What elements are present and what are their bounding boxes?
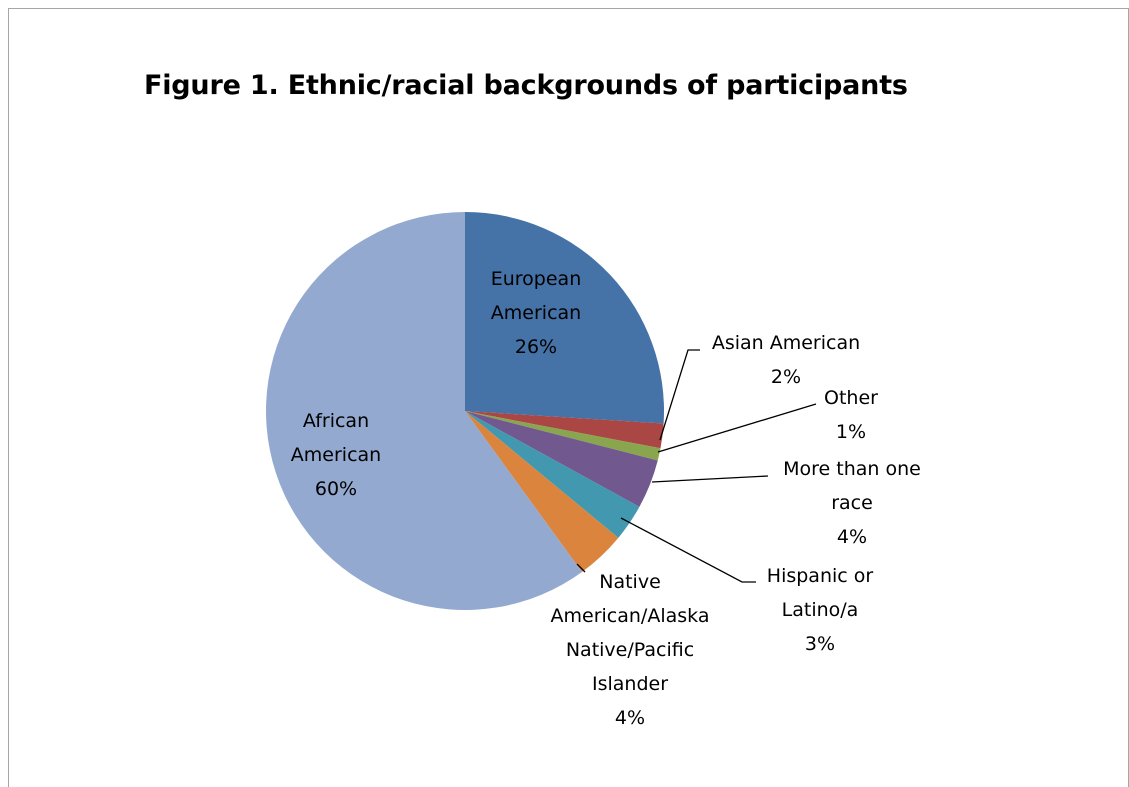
- pie-slice-more-than-one-race: [465, 411, 658, 507]
- slice-label-line: African: [303, 410, 369, 432]
- pie-slice-other: [465, 411, 661, 461]
- pie-slice-african-american: [265, 211, 582, 610]
- slice-label-line: race: [831, 492, 873, 514]
- slice-label: African American 60%: [291, 410, 381, 500]
- leader-line: [659, 349, 700, 441]
- slice-label: More than one race 4%: [783, 458, 921, 548]
- slice-label-line: 4%: [615, 707, 645, 729]
- leader-line: [620, 517, 756, 583]
- slice-label-line: Hispanic or: [767, 565, 874, 587]
- slice-label-line: 60%: [315, 478, 357, 500]
- pie-slice-asian-american: [465, 411, 664, 449]
- slice-label-line: 4%: [837, 526, 867, 548]
- slice-label-line: Asian American: [712, 332, 860, 354]
- slice-label-line: Native: [599, 571, 661, 593]
- leader-line: [576, 563, 586, 573]
- slice-label: Hispanic or Latino/a 3%: [767, 565, 874, 655]
- slice-label-line: European: [491, 268, 582, 290]
- slice-label: Other 1%: [824, 387, 878, 443]
- slice-label-line: Native/Pacific: [566, 639, 694, 661]
- leader-line: [657, 403, 817, 453]
- chart-title: Figure 1. Ethnic/racial backgrounds of p…: [144, 70, 908, 101]
- slice-label-line: 26%: [515, 336, 557, 358]
- slice-label-line: Latino/a: [782, 599, 859, 621]
- slice-label: Asian American 2%: [712, 332, 860, 388]
- pie-slice-native-american-alaska-native-pacific-islander: [465, 411, 619, 572]
- slice-label-line: 2%: [771, 366, 801, 388]
- slice-label-line: American/Alaska: [551, 605, 710, 627]
- slice-label-line: 1%: [836, 421, 866, 443]
- pie-slice-hispanic-or-latino-a: [465, 411, 640, 538]
- slice-label-line: More than one: [783, 458, 921, 480]
- slice-label: Native American/Alaska Native/Pacific Islan…: [551, 571, 710, 729]
- pie-slice-european-american: [465, 212, 664, 424]
- slice-label: European American 26%: [491, 268, 582, 358]
- slice-label-line: American: [491, 302, 581, 324]
- slice-label-line: Islander: [592, 673, 668, 695]
- slice-label-line: Other: [824, 387, 878, 409]
- leader-line: [651, 475, 769, 483]
- slice-label-line: 3%: [805, 633, 835, 655]
- slice-label-line: American: [291, 444, 381, 466]
